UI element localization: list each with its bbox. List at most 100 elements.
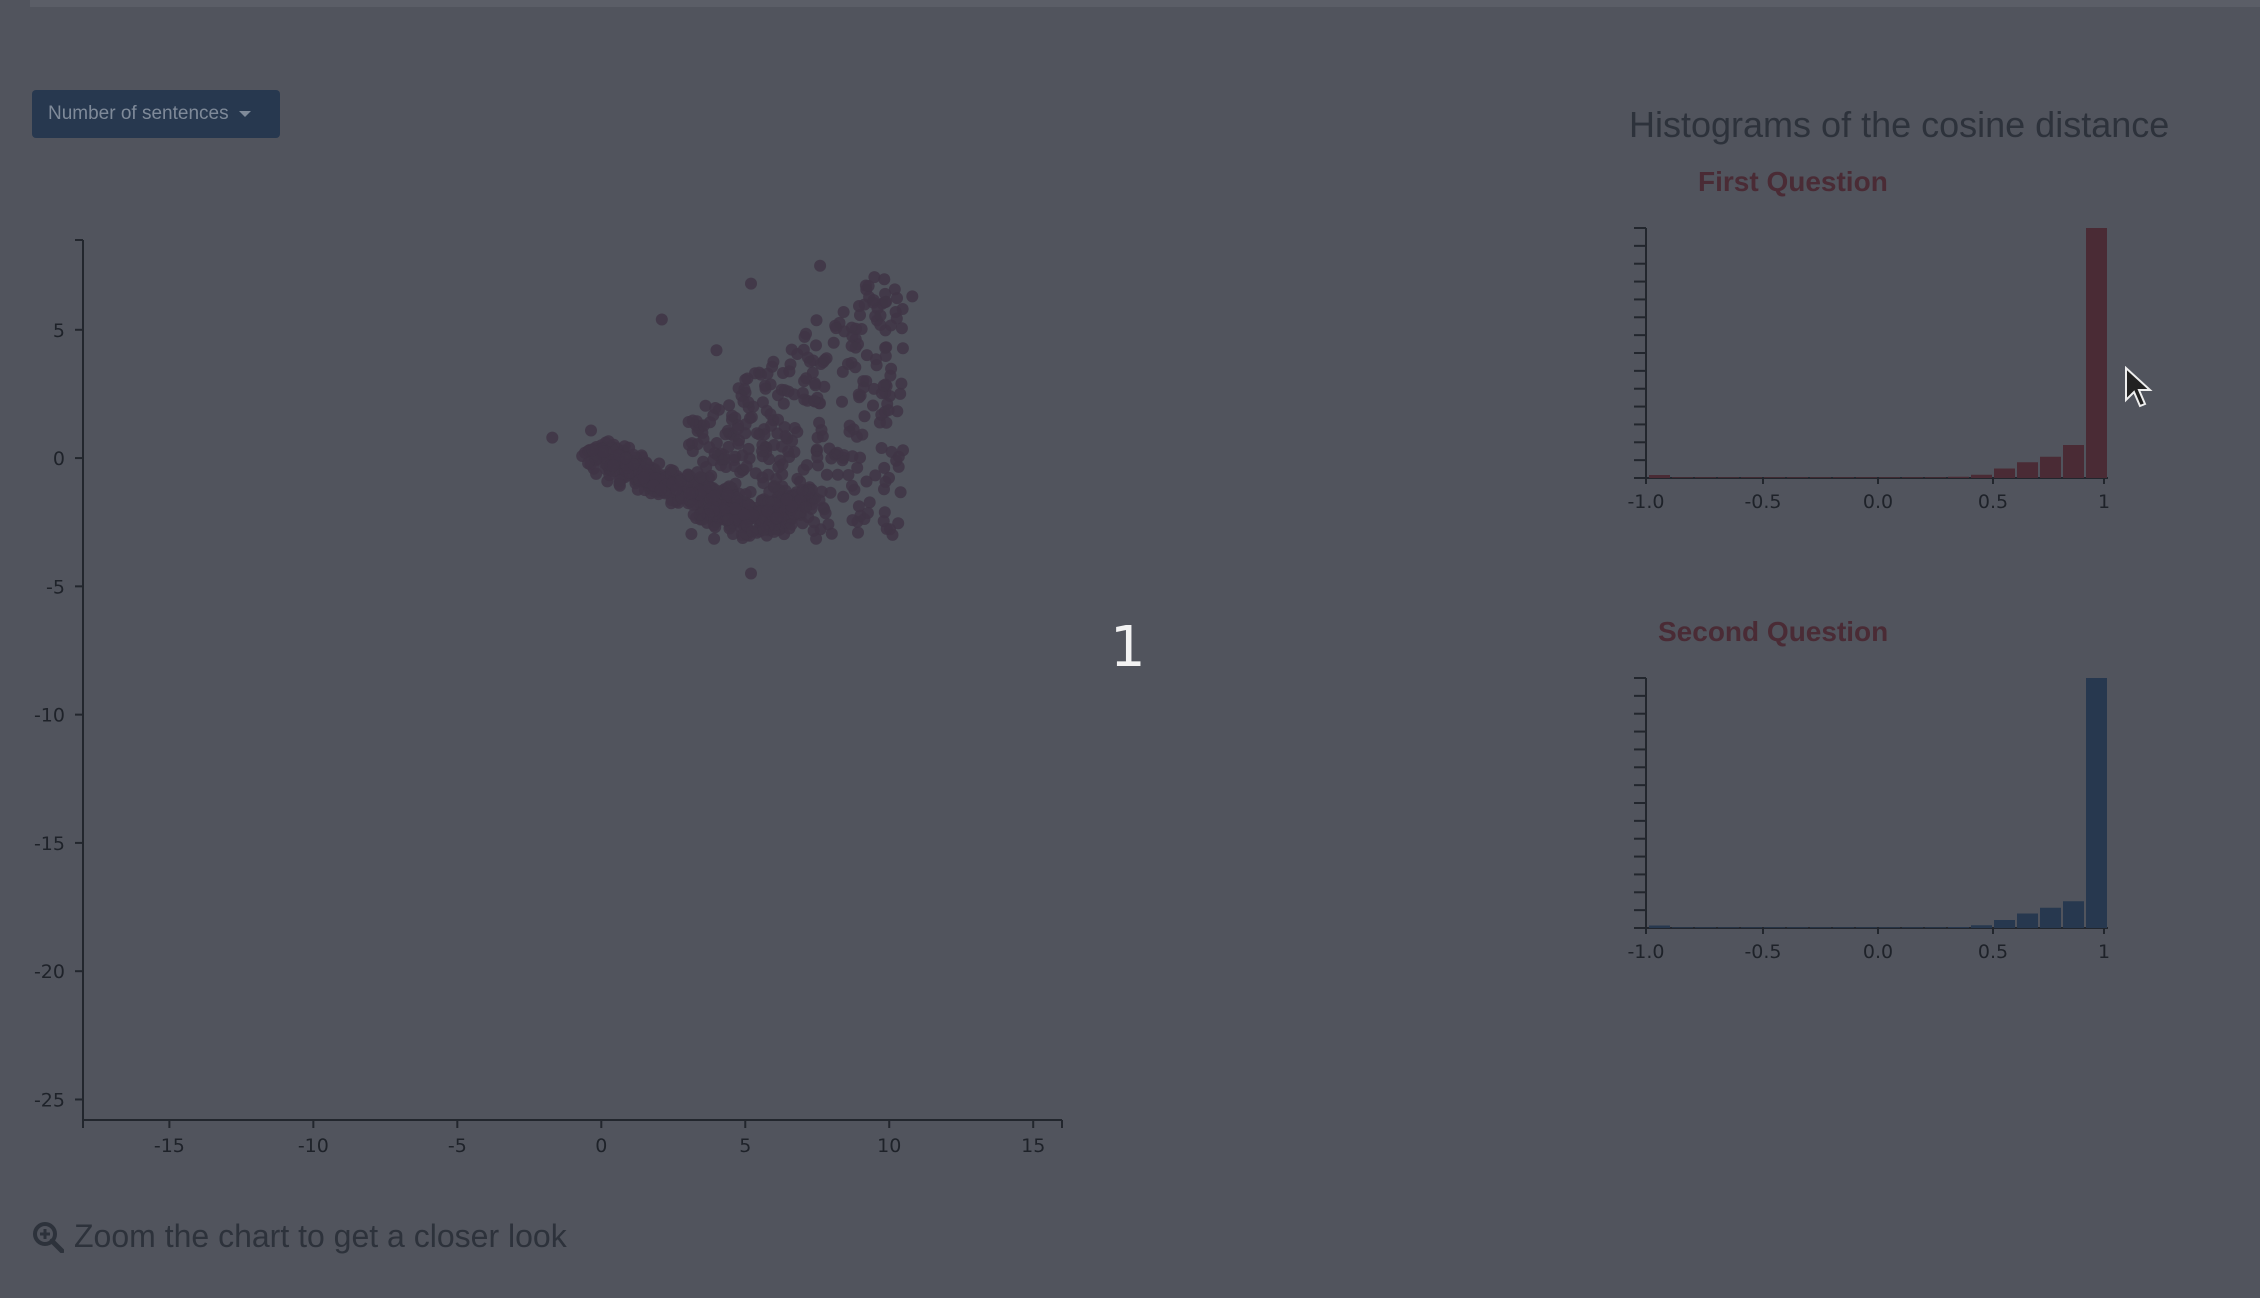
hist-bar <box>1971 925 1992 928</box>
scatter-point <box>585 424 597 437</box>
scatter-point <box>810 532 823 545</box>
x-tick-label: 0 <box>595 1135 607 1157</box>
hist-bar <box>1902 927 1923 928</box>
scatter-point <box>800 327 812 340</box>
hist-bar <box>1787 477 1808 478</box>
second-question-histogram: -1.0 -0.5 0.0 0.5 1 <box>1627 677 2110 963</box>
scatter-point <box>882 404 895 417</box>
hist-bar <box>1948 476 1969 478</box>
scatter-point <box>796 387 809 399</box>
scatter-point <box>762 495 775 508</box>
scatter-point <box>815 485 828 498</box>
x-tick-label: -10 <box>298 1135 329 1157</box>
scatter-point <box>601 475 614 488</box>
scatter-point <box>868 271 881 284</box>
scatter-point <box>631 483 644 496</box>
hist-bar <box>1810 477 1831 478</box>
scatter-point <box>756 396 769 409</box>
scatter-point <box>860 375 873 388</box>
scatter-point <box>757 477 770 490</box>
scatter-point <box>664 463 677 476</box>
hist-bar <box>1879 477 1900 478</box>
hist-bar <box>1672 927 1693 928</box>
scatter-point <box>827 336 840 349</box>
scatter-point <box>863 496 876 509</box>
hist-bar <box>1856 477 1877 478</box>
hist-bar <box>1971 474 1992 478</box>
scatter-point <box>794 475 806 488</box>
scatter-point <box>846 514 859 527</box>
scatter-point <box>655 313 668 326</box>
scatter-point <box>788 422 801 434</box>
scatter-point <box>747 509 760 522</box>
scatter-point <box>722 513 734 526</box>
scatter-point <box>740 519 753 532</box>
scatter-point <box>818 380 831 393</box>
scatter-point <box>800 459 813 472</box>
scatter-point <box>586 444 599 457</box>
hist-bar <box>1879 927 1900 928</box>
first-question-histogram: -1.0 -0.5 0.0 0.5 1 <box>1627 227 2110 513</box>
metric-dropdown[interactable]: Number of sentences <box>32 90 280 138</box>
hist-bar <box>1856 927 1877 928</box>
scatter-point <box>744 486 757 498</box>
scatter-point <box>772 461 785 474</box>
scatter-point <box>619 452 632 465</box>
scatter-point <box>897 444 909 457</box>
scatter-point <box>820 468 833 481</box>
scatter-point <box>733 434 745 447</box>
histograms-title: Histograms of the cosine distance <box>1629 104 2170 145</box>
hist-x-tick-label: 0.5 <box>1978 941 2008 963</box>
scatter-point <box>852 500 865 513</box>
scatter-point <box>699 399 712 412</box>
y-tick-label: -5 <box>46 576 65 598</box>
hist-x-tick-label: 0.0 <box>1863 941 1893 963</box>
scatter-point <box>730 491 743 504</box>
hist-bar <box>2063 901 2084 928</box>
scatter-point <box>729 502 742 515</box>
scatter-point <box>825 527 838 540</box>
scatter-point <box>842 358 854 370</box>
scatter-point <box>745 277 757 290</box>
scatter-point <box>813 416 826 429</box>
scatter-point <box>756 445 769 458</box>
mouse-cursor-icon <box>2125 366 2153 408</box>
scatter-point <box>708 490 721 502</box>
scatter-point <box>770 512 783 525</box>
hist-bar <box>1833 927 1854 928</box>
hist-bar <box>1925 477 1946 478</box>
scatter-point <box>705 469 718 482</box>
hist-x-tick-label: 0.0 <box>1863 491 1893 513</box>
scatter-point <box>890 454 903 467</box>
hist-x-tick-label: -1.0 <box>1627 941 1664 963</box>
hist-bar <box>2040 907 2061 928</box>
scatter-point <box>818 503 831 516</box>
scatter-point <box>785 343 798 356</box>
hist-bar <box>1695 927 1716 928</box>
scatter-point <box>768 439 780 451</box>
zoom-hint-text: Zoom the chart to get a closer look <box>74 1218 567 1254</box>
scatter-chart[interactable]: -15 -10 -5 0 5 10 15 5 0 -5 -10 -15 -20 -25 <box>0 220 1100 1180</box>
scatter-point <box>875 442 888 454</box>
scatter-point <box>738 508 751 521</box>
scatter-point <box>546 431 559 444</box>
overlay-number: 1 <box>1110 615 1146 680</box>
hist-bar <box>2017 913 2038 928</box>
metric-dropdown-label: Number of sentences <box>48 103 229 124</box>
scatter-point <box>808 516 821 529</box>
scatter-point <box>870 359 883 372</box>
scatter-point <box>758 428 771 441</box>
scatter-point <box>718 452 731 465</box>
hist-bar <box>1649 475 1670 478</box>
scatter-point <box>874 318 887 331</box>
scatter-point <box>759 382 772 395</box>
scatter-point <box>895 377 908 390</box>
scatter-point <box>842 469 855 481</box>
hist-x-tick-label: 1 <box>2098 941 2110 963</box>
hist-bar <box>1764 477 1785 478</box>
scatter-point <box>880 295 893 308</box>
scatter-point <box>831 446 844 459</box>
y-tick-label: -15 <box>34 833 65 855</box>
scatter-point <box>851 461 864 474</box>
hist-bar <box>1810 927 1831 928</box>
